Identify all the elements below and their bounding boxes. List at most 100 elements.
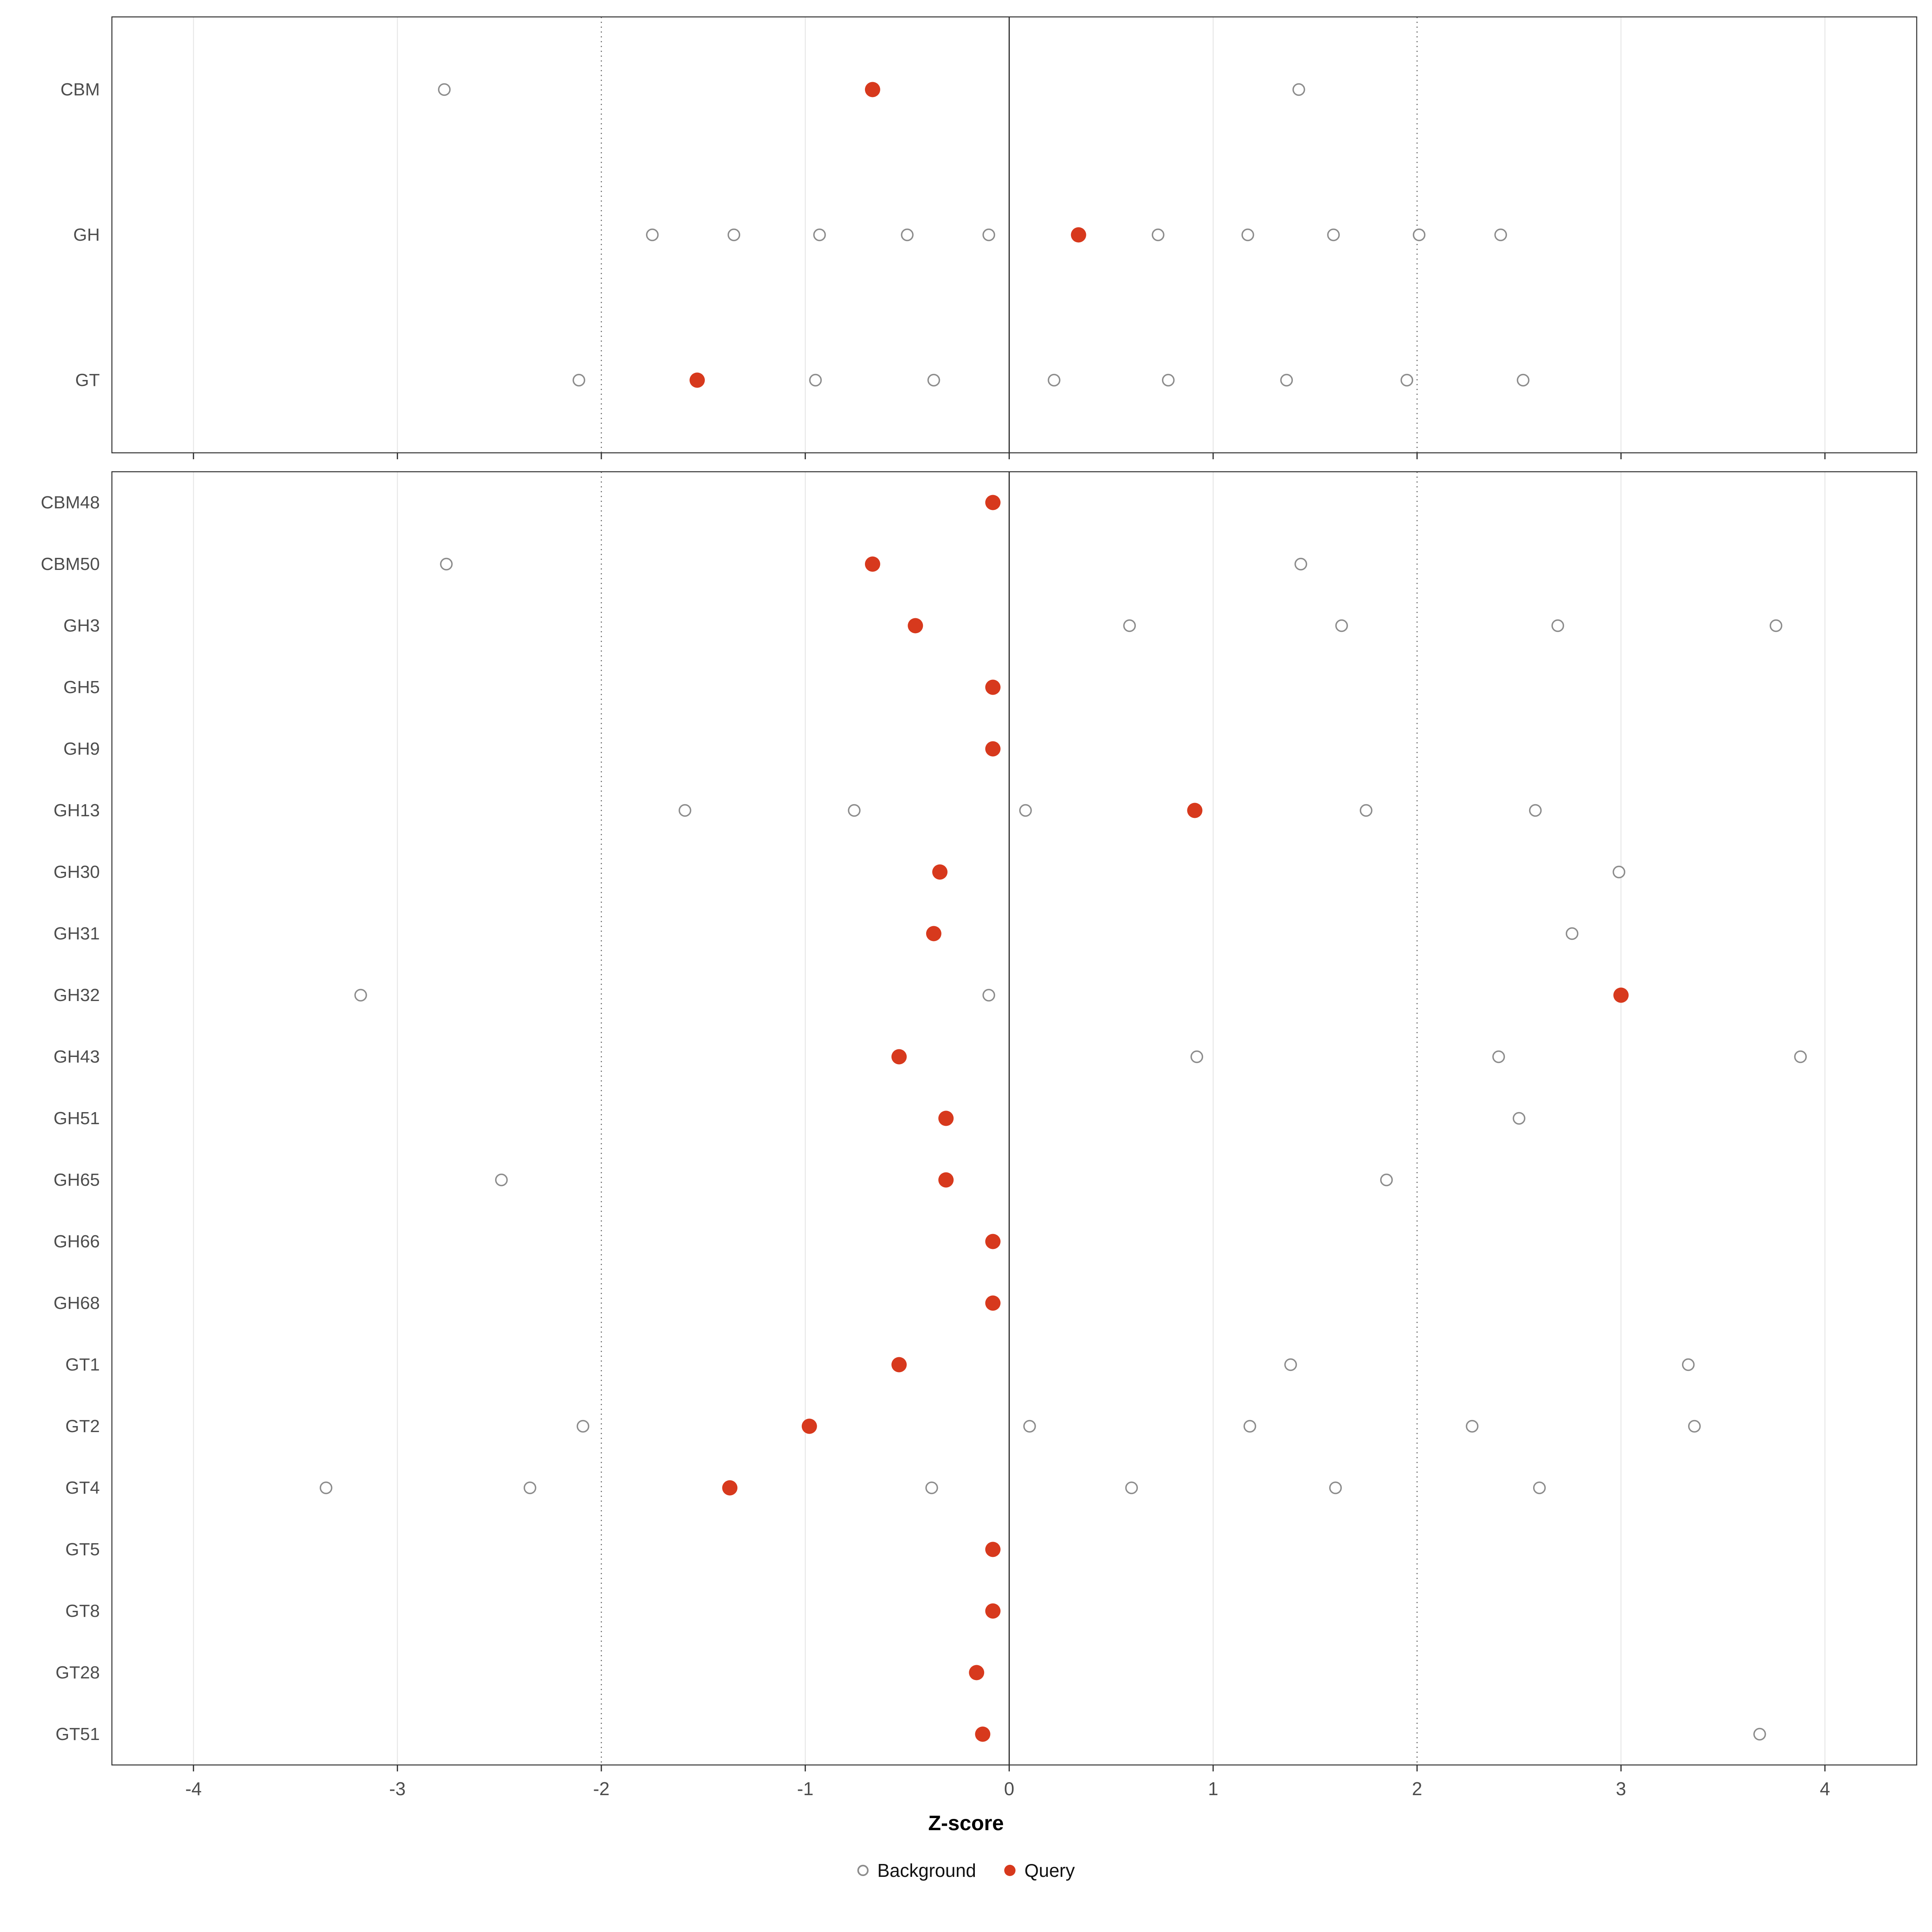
- y-axis-label: GT4: [65, 1478, 100, 1498]
- background-point: [1517, 374, 1530, 387]
- query-point: [938, 1110, 954, 1126]
- background-point: [1023, 1420, 1036, 1433]
- background-point: [1329, 1481, 1342, 1494]
- background-point: [1794, 1050, 1807, 1063]
- query-point: [1613, 987, 1629, 1003]
- y-axis-label: GH51: [54, 1108, 100, 1128]
- y-axis-label: GH43: [54, 1047, 100, 1067]
- legend-label-query: Query: [1024, 1860, 1075, 1881]
- query-point: [985, 741, 1001, 757]
- y-axis-label: CBM: [60, 80, 100, 99]
- background-point: [1565, 927, 1579, 940]
- background-point: [1688, 1420, 1701, 1433]
- background-point: [813, 228, 826, 242]
- background-point: [809, 374, 822, 387]
- y-axis-label: CBM50: [41, 554, 100, 574]
- y-axis-label: GH13: [54, 801, 100, 820]
- x-axis-title: Z-score: [928, 1812, 1004, 1835]
- x-axis-tick-label: -2: [593, 1778, 610, 1799]
- background-point: [1753, 1728, 1766, 1741]
- background-point: [1294, 557, 1307, 571]
- query-point: [969, 1665, 985, 1680]
- background-point: [1529, 804, 1542, 817]
- background-point: [1190, 1050, 1203, 1063]
- query-point: [908, 618, 923, 634]
- query-point: [801, 1418, 817, 1434]
- y-axis-label: GT: [75, 370, 100, 390]
- background-point: [925, 1481, 938, 1494]
- background-point: [440, 557, 453, 571]
- y-axis-label: GH68: [54, 1293, 100, 1313]
- y-axis-label: GT2: [65, 1416, 100, 1436]
- background-point: [523, 1481, 537, 1494]
- background-point: [982, 228, 995, 242]
- y-axis-label: GT8: [65, 1601, 100, 1621]
- legend-item-query: Query: [1004, 1860, 1075, 1881]
- y-axis-label: CBM48: [41, 493, 100, 512]
- background-point: [1152, 228, 1164, 242]
- query-point: [985, 1295, 1001, 1311]
- background-point: [572, 374, 586, 387]
- background-point: [1400, 374, 1414, 387]
- query-point: [985, 495, 1001, 510]
- dotplot-canvas: CBM GH GT CBM48 CBM50 GH3 GH5 GH9 GH13 GH30 GH31 GH…: [41, 16, 1918, 1799]
- query-point: [865, 556, 880, 572]
- background-point: [1682, 1358, 1695, 1371]
- query-point: [891, 1049, 907, 1065]
- background-point: [1048, 374, 1061, 387]
- legend-item-background: Background: [857, 1860, 976, 1881]
- background-point: [1551, 619, 1565, 632]
- query-point: [722, 1480, 738, 1496]
- query-point: [689, 372, 705, 388]
- background-point: [1284, 1358, 1297, 1371]
- query-point: [932, 864, 948, 880]
- background-point: [1360, 804, 1373, 817]
- y-axis-label: GH32: [54, 985, 100, 1005]
- x-axis-tick-label: -3: [389, 1778, 406, 1799]
- background-point: [727, 228, 741, 242]
- panel-border: [111, 16, 1918, 454]
- background-point: [1241, 228, 1254, 242]
- y-axis-label: GH31: [54, 924, 100, 943]
- y-axis-label: GT51: [56, 1724, 100, 1744]
- background-point: [646, 228, 659, 242]
- x-axis-tick-label: 3: [1616, 1778, 1627, 1799]
- y-axis-label: GH3: [64, 616, 100, 636]
- background-point: [320, 1481, 332, 1494]
- x-axis-tick-label: 1: [1208, 1778, 1218, 1799]
- background-point: [1243, 1420, 1256, 1433]
- background-point: [1292, 83, 1305, 96]
- legend: Background Query: [0, 1860, 1932, 1881]
- query-point: [1071, 227, 1086, 243]
- background-point: [1125, 1481, 1138, 1494]
- y-axis-label: GH66: [54, 1232, 100, 1251]
- background-point: [1123, 619, 1136, 632]
- y-axis-label: GH9: [64, 739, 100, 759]
- y-axis-label: GH65: [54, 1170, 100, 1190]
- legend-label-background: Background: [877, 1860, 976, 1881]
- y-axis-label: GT5: [65, 1540, 100, 1559]
- background-point: [1513, 1112, 1525, 1125]
- background-point: [901, 228, 914, 242]
- background-point: [1327, 228, 1340, 242]
- query-point: [865, 82, 880, 97]
- background-point: [1162, 374, 1175, 387]
- x-axis-tick-label: 0: [1004, 1778, 1015, 1799]
- panel-border: [111, 471, 1918, 1766]
- query-point: [985, 1542, 1001, 1557]
- background-point: [1019, 804, 1032, 817]
- background-point: [678, 804, 691, 817]
- background-point: [1492, 1050, 1505, 1063]
- background-point: [1466, 1420, 1479, 1433]
- background-point: [1280, 374, 1293, 387]
- x-axis-tick-label: -4: [185, 1778, 202, 1799]
- background-point: [927, 374, 940, 387]
- background-point: [982, 989, 995, 1002]
- query-point-marker: [1004, 1865, 1016, 1876]
- background-point: [1769, 619, 1783, 632]
- background-point-marker: [857, 1865, 869, 1876]
- y-axis-label: GH: [73, 225, 100, 245]
- query-point: [985, 679, 1001, 695]
- query-point: [926, 926, 941, 941]
